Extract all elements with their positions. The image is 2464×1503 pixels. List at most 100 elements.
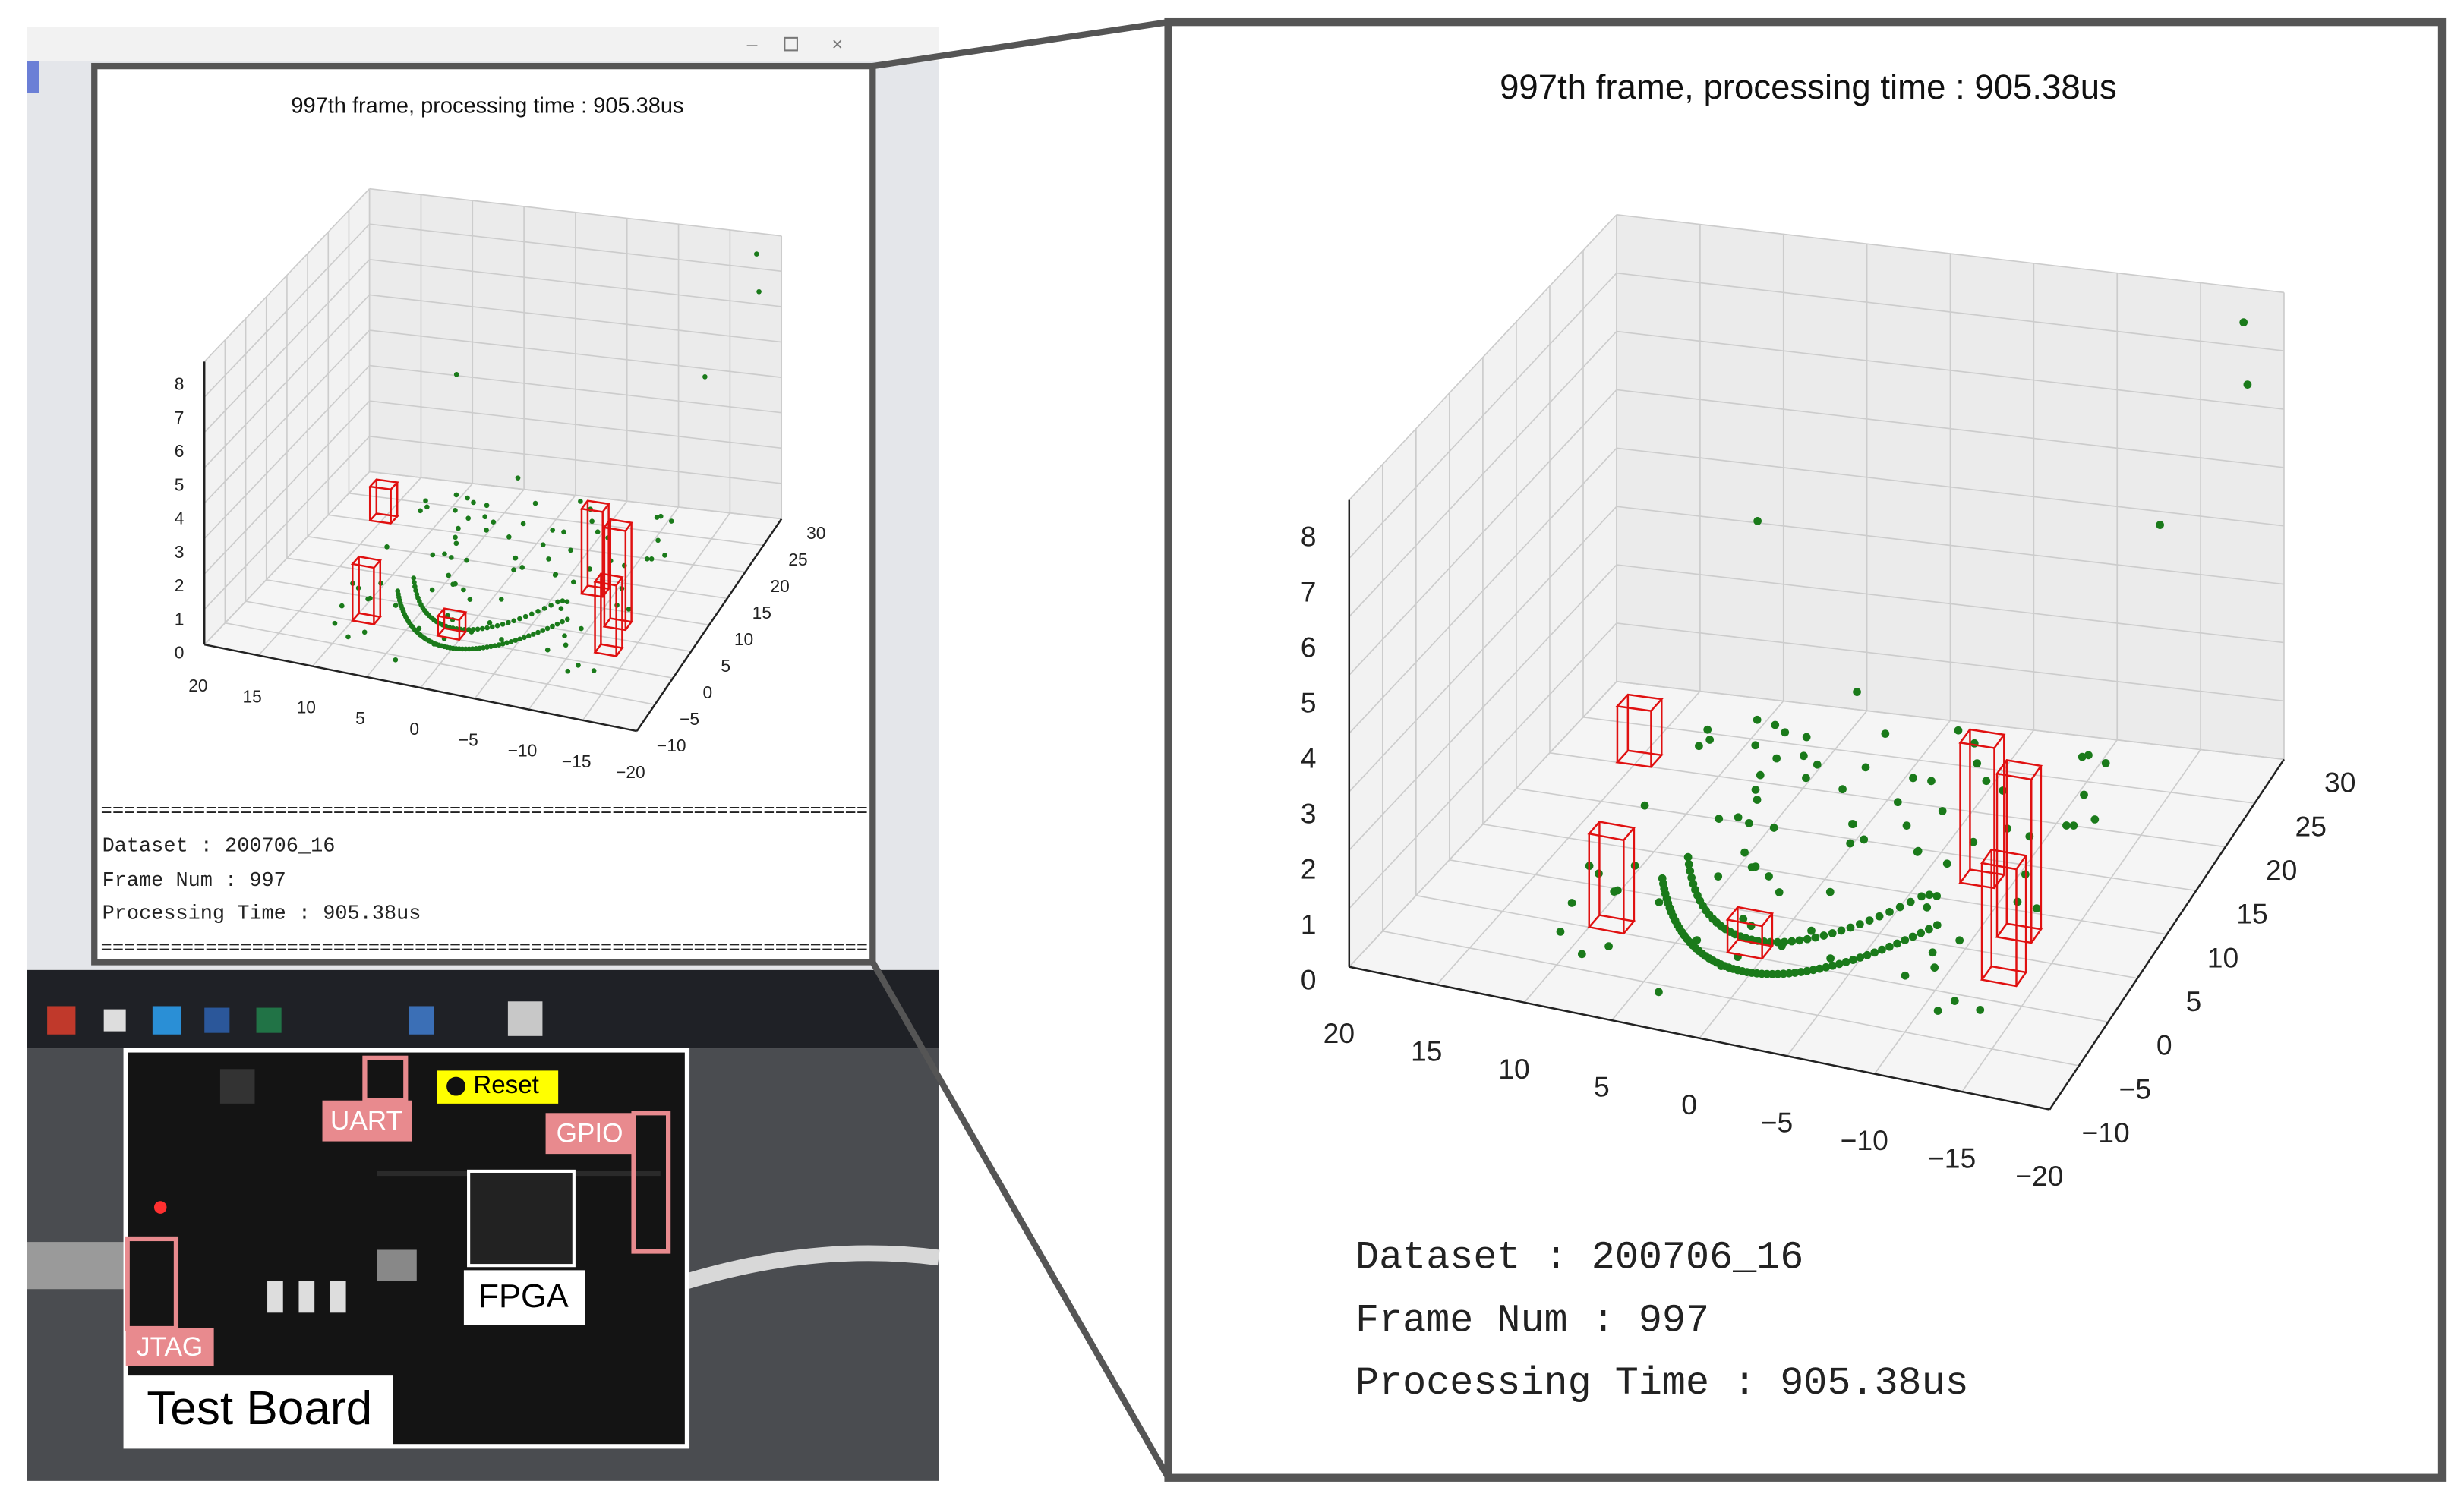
x-tick-label: −10 [508, 741, 538, 761]
point [550, 623, 555, 629]
window-titlebar [27, 27, 939, 61]
point [1695, 742, 1703, 751]
z-tick-label: 7 [1301, 575, 1317, 607]
taskbar-icon [47, 1006, 76, 1035]
fpga-chip [467, 1169, 576, 1268]
point [1835, 959, 1844, 969]
point [479, 625, 485, 632]
point [1802, 774, 1810, 783]
point [1714, 872, 1723, 881]
y-tick-label: 30 [806, 523, 825, 543]
point [517, 636, 522, 642]
point [506, 534, 512, 540]
x-axis [1349, 966, 2050, 1111]
grid-line [1549, 752, 2226, 848]
point [467, 597, 473, 602]
point [1751, 786, 1760, 794]
x-tick-label: 20 [1323, 1017, 1355, 1049]
point [754, 251, 759, 257]
bbox [1725, 938, 1775, 960]
bbox [602, 518, 633, 532]
console-separator: ========================================… [101, 801, 869, 822]
window-edge [27, 61, 39, 93]
taskbar-icon [256, 1007, 282, 1033]
point [595, 529, 601, 535]
point [453, 492, 459, 498]
point [563, 642, 569, 648]
point [1811, 933, 1820, 942]
point [2025, 832, 2034, 841]
point [2013, 897, 2022, 906]
grid-line [1349, 214, 1617, 501]
point [471, 499, 476, 506]
gpio-label-box [545, 1113, 634, 1155]
point [662, 553, 667, 558]
point [465, 515, 471, 521]
grid-line [369, 187, 782, 237]
point [1917, 892, 1926, 901]
x-tick-label: −20 [2015, 1160, 2063, 1192]
point [1908, 932, 1917, 941]
point [562, 633, 567, 639]
x-tick-label: −10 [1841, 1124, 1888, 1156]
bbox [1587, 821, 1636, 842]
point [1930, 963, 1939, 972]
board-chip [377, 1249, 417, 1281]
reset-button [446, 1076, 465, 1096]
point [668, 518, 674, 524]
point [1775, 888, 1784, 896]
z-tick-label: 3 [175, 542, 185, 562]
grid-line [1616, 681, 2285, 761]
point [393, 603, 399, 608]
point [553, 572, 559, 578]
x-tick-label: 15 [1411, 1035, 1442, 1067]
point [1895, 903, 1904, 912]
point [1813, 760, 1822, 769]
point [1745, 819, 1753, 827]
point [461, 587, 466, 593]
y-tick-label: 5 [721, 656, 730, 676]
plot-title: 997th frame, processing time : 905.38us [1500, 68, 2117, 106]
point [2090, 815, 2100, 824]
point [528, 611, 535, 617]
x-tick-label: 10 [297, 698, 316, 717]
point [541, 606, 547, 611]
close-icon: × [831, 35, 843, 55]
z-tick-label: 4 [175, 509, 185, 528]
x-tick-label: 5 [1594, 1071, 1610, 1103]
point [1861, 763, 1870, 772]
uart-label: UART [330, 1106, 402, 1136]
point [1655, 988, 1663, 997]
console-line: Processing Time : 905.38us [1355, 1361, 1969, 1406]
console-separator: ========================================… [101, 937, 869, 959]
plot-title: 997th frame, processing time : 905.38us [291, 94, 683, 118]
point [548, 603, 554, 608]
y-tick-label: −5 [2119, 1073, 2150, 1104]
board-led [153, 1201, 167, 1214]
point [2084, 751, 2093, 760]
grid-line [203, 259, 371, 433]
point [484, 644, 490, 650]
point [488, 644, 494, 649]
point [2062, 821, 2071, 830]
point [1781, 728, 1790, 737]
point [1925, 925, 1933, 934]
point [531, 632, 536, 637]
point [1932, 921, 1942, 930]
y-tick-label: 20 [770, 576, 789, 596]
point [1838, 785, 1847, 794]
point [484, 625, 490, 631]
point [500, 641, 506, 647]
console-line: Dataset : 200706_16 [1355, 1235, 1803, 1280]
floor-pane [1349, 681, 2284, 1110]
z-tick-label: 6 [175, 441, 185, 461]
z-tick-label: 8 [1301, 520, 1317, 552]
point [1973, 759, 1982, 768]
cable [27, 1242, 137, 1290]
point [1687, 873, 1696, 882]
point [1684, 860, 1693, 868]
point [1917, 928, 1926, 937]
point [560, 619, 565, 625]
point [1938, 807, 1947, 815]
console-line: Frame Num : 997 [103, 870, 286, 893]
